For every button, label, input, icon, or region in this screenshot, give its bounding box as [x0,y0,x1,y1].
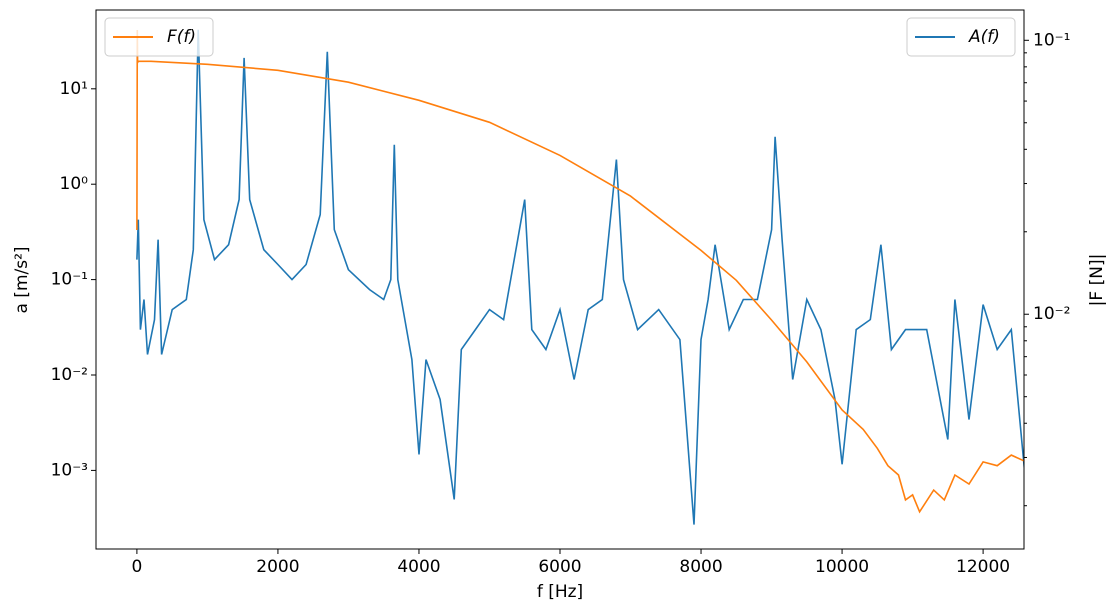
y-tick-label: 10⁻³ [51,460,88,480]
x-tick-label: 0 [131,557,142,577]
x-tick-label: 2000 [256,557,299,577]
x-tick-label: 8000 [679,557,722,577]
x-axis-label: f [Hz] [537,582,583,602]
x-tick-label: 12000 [956,557,1010,577]
y2-tick-label: 10⁻¹ [1033,30,1070,50]
legend-box [104,17,214,57]
y2-axis-label: |F [N]| [1087,254,1107,307]
y-tick-label: 10¹ [60,79,88,99]
series-line [136,29,1024,514]
y-axis-label: a [m/s²] [12,246,32,313]
y-tick-label: 10⁻² [51,365,88,385]
series-line [136,29,1024,525]
legend-label: A(f) [968,27,1000,47]
x-tick-label: 4000 [397,557,440,577]
x-tick-label: 10000 [815,557,869,577]
y2-tick-label: 10⁻² [1033,304,1070,324]
y-tick-label: 10⁰ [60,174,89,194]
legend-label: F(f) [167,27,196,47]
plot-frame [95,9,1025,550]
x-tick-label: 6000 [538,557,581,577]
y-tick-label: 10⁻¹ [51,270,88,290]
legend-box [906,17,1016,57]
